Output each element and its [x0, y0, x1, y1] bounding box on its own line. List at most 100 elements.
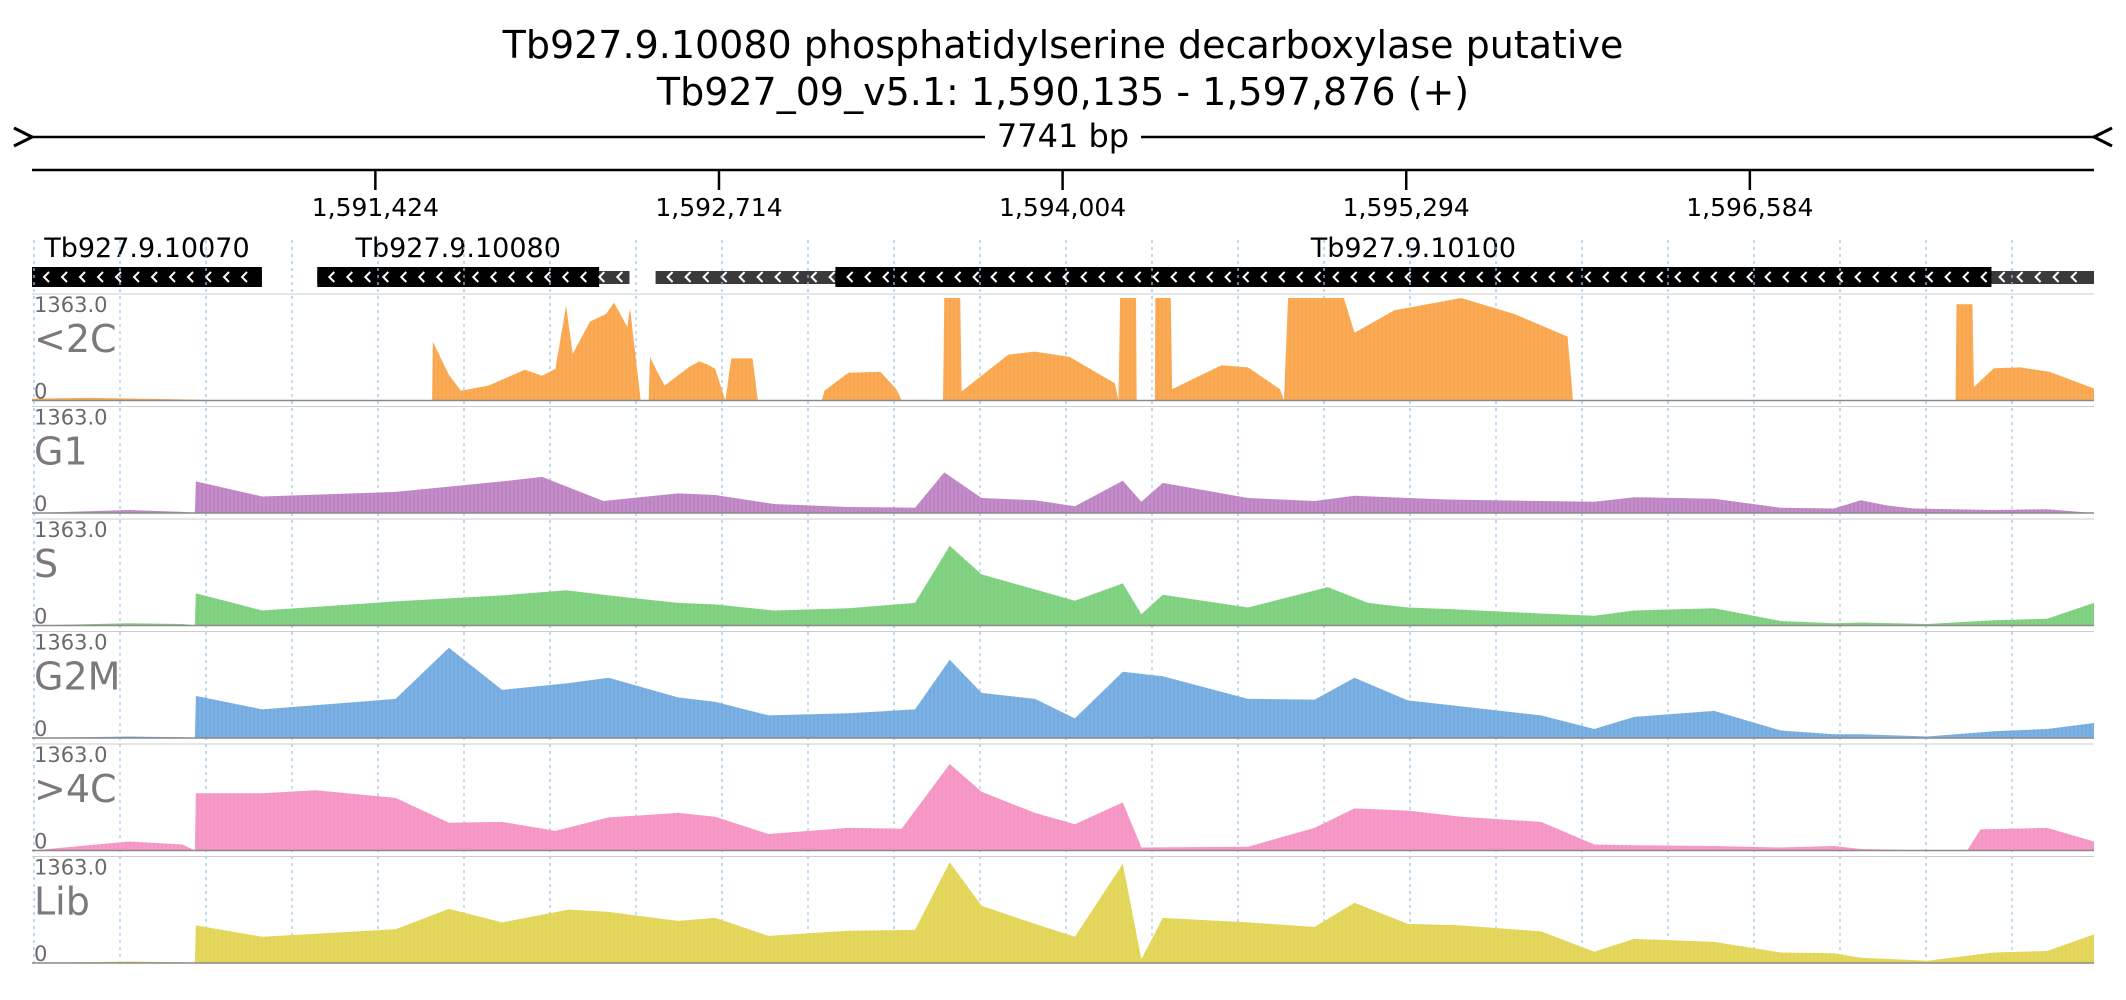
strand-chevron [1638, 271, 1646, 283]
strand-chevron [1944, 271, 1952, 283]
strand-chevron [471, 271, 479, 283]
strand-chevron [168, 271, 176, 283]
gene-feature: Tb927.9.10080 [317, 233, 630, 287]
track-max-label: 1363.0 [34, 743, 107, 767]
coverage-hatch [31, 748, 2093, 851]
strand-chevron [240, 271, 248, 283]
strand-chevron [2070, 271, 2078, 283]
strand-chevron [1836, 271, 1844, 283]
strand-chevron [1746, 271, 1754, 283]
strand-chevron [1728, 271, 1736, 283]
strand-chevron [186, 271, 194, 283]
strand-chevron [1206, 271, 1214, 283]
gene-track: Tb927.9.10070 Tb927.9.10080 Tb927.9.10100 [32, 233, 2094, 287]
strand-chevron [990, 271, 998, 283]
strand-chevron [1188, 271, 1196, 283]
gene-label: Tb927.9.10070 [43, 233, 249, 264]
strand-chevron [1962, 271, 1970, 283]
strand-chevron [1908, 271, 1916, 283]
strand-chevron [900, 271, 908, 283]
strand-chevron [1332, 271, 1340, 283]
gene-feature: Tb927.9.10070 [32, 233, 262, 287]
gene-cds [317, 267, 600, 287]
strand-chevron [1386, 271, 1394, 283]
track-max-label: 1363.0 [34, 856, 107, 880]
strand-chevrons [42, 271, 248, 283]
strand-chevrons [327, 271, 623, 283]
track-min-label: 0 [34, 830, 47, 854]
strand-chevron [1782, 271, 1790, 283]
strand-chevron [1152, 271, 1160, 283]
strand-chevron [489, 271, 497, 283]
strand-chevron [684, 271, 692, 283]
track-max-label: 1363.0 [34, 631, 107, 655]
strand-chevron [1764, 271, 1772, 283]
track-min-label: 0 [34, 942, 47, 966]
track-min-label: 0 [34, 492, 47, 516]
strand-chevron [1314, 271, 1322, 283]
strand-chevron [1548, 271, 1556, 283]
strand-chevron [666, 271, 674, 283]
strand-chevron [936, 271, 944, 283]
strand-chevron [1080, 271, 1088, 283]
chart-title: Tb927.9.10080 phosphatidylserine decarbo… [502, 23, 1624, 67]
track-min-label: 0 [34, 717, 47, 741]
strand-chevron [114, 271, 122, 283]
strand-chevron [1692, 271, 1700, 283]
strand-chevron [561, 271, 569, 283]
strand-chevron [543, 271, 551, 283]
track-name: S [34, 542, 58, 586]
strand-chevron [615, 271, 623, 283]
coverage-area [32, 472, 2094, 513]
strand-chevron [738, 271, 746, 283]
strand-chevron [1116, 271, 1124, 283]
strand-chevron [882, 271, 890, 283]
track-min-label: 0 [34, 380, 47, 404]
coverage-hatch [31, 298, 2093, 401]
strand-chevron [1350, 271, 1358, 283]
strand-chevron [1404, 271, 1412, 283]
strand-chevron [597, 271, 605, 283]
strand-chevron [864, 271, 872, 283]
axis-tick-label: 1,592,714 [655, 193, 782, 222]
strand-chevron [1980, 271, 1988, 283]
genomic-axis: 1,591,424 1,592,714 1,594,004 1,595,294 1,59… [32, 168, 2094, 222]
axis-tick-label: 1,596,584 [1686, 193, 1813, 222]
strand-chevron [702, 271, 710, 283]
track-max-label: 1363.0 [34, 518, 107, 542]
strand-chevron [1584, 271, 1592, 283]
strand-chevron [2034, 271, 2042, 283]
strand-chevron [417, 271, 425, 283]
track: 1363.0>4C 0 [31, 743, 2094, 854]
strand-chevron [1998, 271, 2006, 283]
strand-chevron [60, 271, 68, 283]
track-name: G2M [34, 655, 120, 699]
strand-chevron [1242, 271, 1250, 283]
gene-label: Tb927.9.10080 [354, 233, 560, 264]
strand-chevron [1026, 271, 1034, 283]
track: 1363.0S 0 [31, 518, 2094, 629]
strand-chevron [132, 271, 140, 283]
axis-tick-label: 1,595,294 [1343, 193, 1470, 222]
strand-chevrons [666, 271, 2078, 283]
coverage-area [32, 298, 2094, 401]
strand-chevron [954, 271, 962, 283]
strand-chevron [363, 271, 371, 283]
strand-chevron [1062, 271, 1070, 283]
axis-tick-label: 1,591,424 [312, 193, 439, 222]
strand-chevron [1620, 271, 1628, 283]
strand-chevron [1278, 271, 1286, 283]
strand-chevron [1854, 271, 1862, 283]
strand-chevron [525, 271, 533, 283]
coverage-area [32, 764, 2094, 851]
strand-chevron [1224, 271, 1232, 283]
track-name: <2C [34, 317, 117, 361]
track: 1363.0<2C 0 [31, 293, 2094, 404]
strand-chevron [1512, 271, 1520, 283]
gene-cds [32, 267, 262, 287]
strand-chevron [792, 271, 800, 283]
span-label: 7741 bp [997, 117, 1129, 155]
strand-chevron [774, 271, 782, 283]
strand-chevron [2016, 271, 2024, 283]
